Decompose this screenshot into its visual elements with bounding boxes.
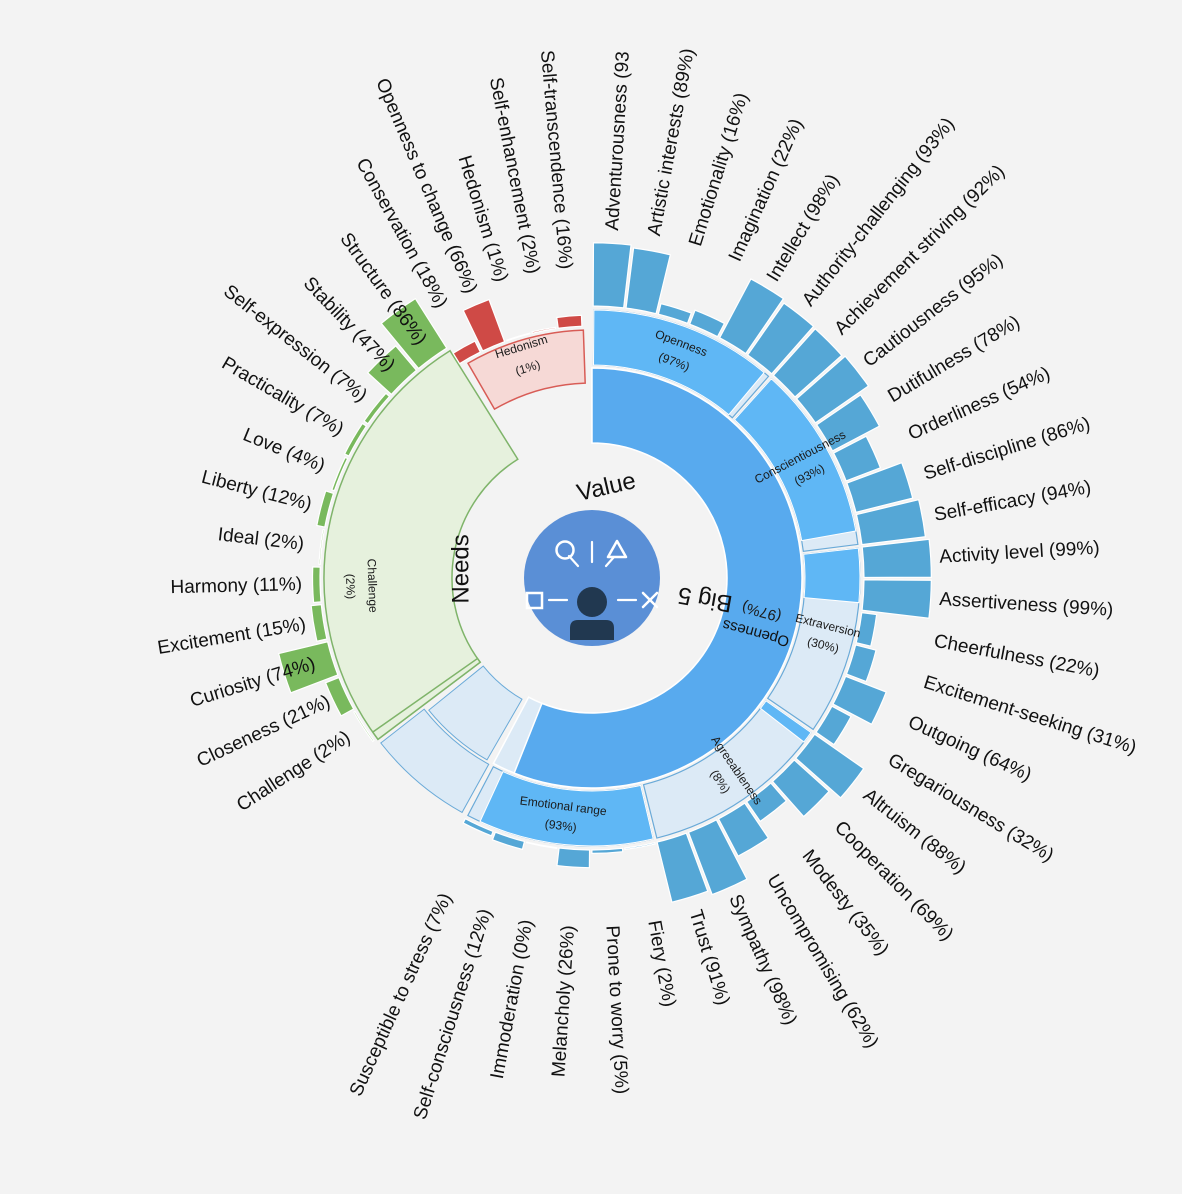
facet-self-efficacy-94-label: Self-efficacy (94%) — [932, 477, 1092, 526]
need-practicality-7-bar — [343, 422, 368, 457]
value-center-segment — [466, 329, 586, 411]
facet-imagination-22-bar — [688, 309, 726, 338]
need-harmony-11-label: Harmony (11%) — [170, 574, 302, 598]
facet-trust-91-bar — [656, 832, 709, 903]
facet-adventurousness-93-bar — [592, 242, 632, 309]
arc-layer — [277, 242, 932, 903]
need-self-expression-7-label: Self-expression (7%) — [219, 281, 371, 407]
facet-immoderation-0-bar — [525, 841, 558, 850]
need-challenge-2-bar — [352, 710, 375, 743]
facet-modesty-35-bar — [745, 782, 788, 823]
facet-authority-challenging-93-bar — [746, 302, 815, 375]
icon-lines — [547, 540, 638, 602]
facet-orderliness-54-bar — [832, 435, 882, 482]
need-love-4-label: Love (4%) — [240, 424, 328, 476]
facet-assertiveness-99-label: Assertiveness (99%) — [939, 589, 1114, 621]
big5-overflow-mid — [380, 708, 490, 814]
facet-self-efficacy-94-bar — [855, 498, 927, 546]
facet-self-discipline-86-bar — [846, 461, 914, 513]
facet-achievement-striving-92-bar — [772, 327, 843, 398]
facet-susceptible-to-stress-7-bar — [462, 817, 494, 837]
facet-fiery-2-label: Fiery (2%) — [643, 919, 679, 1009]
need-love-4-bar — [331, 456, 349, 492]
trait-openness-fill — [592, 309, 765, 416]
facet-altruism-88-bar — [794, 733, 865, 799]
facet-cheerfulness-22-label: Cheerfulness (22%) — [932, 631, 1101, 682]
group-label-big5: Big 5 — [676, 581, 735, 617]
value-openness-to-change-66-bar — [462, 298, 506, 352]
needs-track — [323, 349, 519, 741]
facet-assertiveness-99-bar — [861, 579, 932, 619]
needs-fill — [371, 657, 482, 741]
need-liberty-12-bar — [316, 490, 335, 528]
triangle-shape-icon — [606, 539, 628, 559]
facet-melancholy-26-bar — [556, 847, 591, 869]
need-ideal-2-bar — [318, 528, 325, 565]
need-structure-86-bar — [380, 297, 448, 370]
facet-outgoing-64-bar — [832, 675, 887, 726]
facet-artistic-interests-89-label: Artistic interests (89%) — [644, 47, 699, 238]
big5-overflow-segment — [428, 665, 523, 761]
facet-cooperation-69-bar — [771, 759, 830, 818]
facet-adventurousness-93-label: Adventurousness (93 — [602, 51, 634, 232]
value-self-transcendence-16-label: Self-transcendence (16%) — [536, 49, 576, 270]
facet-intellect-98-bar — [718, 278, 785, 355]
trait-agreeableness-fill — [759, 700, 812, 743]
person-head-icon — [577, 587, 607, 617]
trait-emotional-range-fill — [479, 770, 654, 847]
need-ideal-2-label: Ideal (2%) — [217, 524, 305, 555]
value-conservation-18-bar — [452, 340, 482, 365]
facet-melancholy-26-label: Melancholy (26%) — [548, 925, 579, 1078]
facet-prone-to-worry-5-label: Prone to worry (5%) — [601, 925, 631, 1095]
facet-trust-91-label: Trust (91%) — [685, 907, 734, 1007]
facet-cautiousness-95-bar — [795, 355, 870, 424]
facet-fiery-2-bar — [624, 841, 656, 851]
need-self-expression-7-bar — [363, 392, 391, 425]
facet-cheerfulness-22-bar — [855, 611, 878, 647]
facet-cautiousness-95-label: Cautiousness (95%) — [859, 250, 1007, 372]
need-curiosity-74-bar — [277, 641, 339, 694]
needs-center-trait-value: (2%) — [343, 574, 358, 600]
facet-prone-to-worry-5-bar — [591, 847, 624, 855]
trait-agreeableness-track — [642, 699, 812, 839]
facet-gregariousness-32-bar — [815, 705, 852, 746]
facet-uncompromising-62-bar — [717, 802, 770, 857]
need-liberty-12-label: Liberty (12%) — [199, 467, 314, 516]
facet-dutifulness-78-bar — [815, 394, 881, 452]
group-label-needs: Needs — [448, 534, 475, 603]
square-shape-icon — [525, 591, 544, 610]
facet-sympathy-98-bar — [687, 819, 748, 896]
need-closeness-21-bar — [324, 676, 355, 717]
trait-extraversion-fill — [803, 547, 861, 604]
facet-emotionality-16-bar — [657, 302, 693, 325]
need-harmony-11-bar — [311, 566, 322, 604]
facet-artistic-interests-89-bar — [625, 247, 672, 315]
need-stability-47-bar — [366, 345, 418, 396]
need-excitement-15-bar — [310, 604, 328, 642]
facet-immoderation-0-label: Immoderation (0%) — [487, 918, 538, 1081]
value-hedonism-1-bar — [506, 332, 531, 342]
trait-emotional-range-value: (93%) — [544, 817, 578, 835]
facet-activity-level-99-bar — [861, 538, 932, 579]
x-shape-icon — [641, 591, 659, 609]
circle-shape-icon — [555, 540, 575, 560]
facet-self-consciousness-12-bar — [491, 831, 526, 851]
group-label-value: Value — [574, 467, 638, 507]
personality-insights-icon — [524, 510, 660, 646]
person-body-icon — [570, 620, 614, 640]
trait-conscientiousness-fill — [733, 378, 857, 542]
facet-activity-level-99-label: Activity level (99%) — [939, 538, 1100, 568]
big5-hub-fill — [513, 367, 803, 789]
value-self-transcendence-16-bar — [556, 314, 583, 329]
needs-center-trait-name: Challenge — [364, 558, 380, 613]
facet-excitement-seeking-31-bar — [845, 644, 877, 683]
value-self-enhancement-2-bar — [531, 326, 557, 334]
